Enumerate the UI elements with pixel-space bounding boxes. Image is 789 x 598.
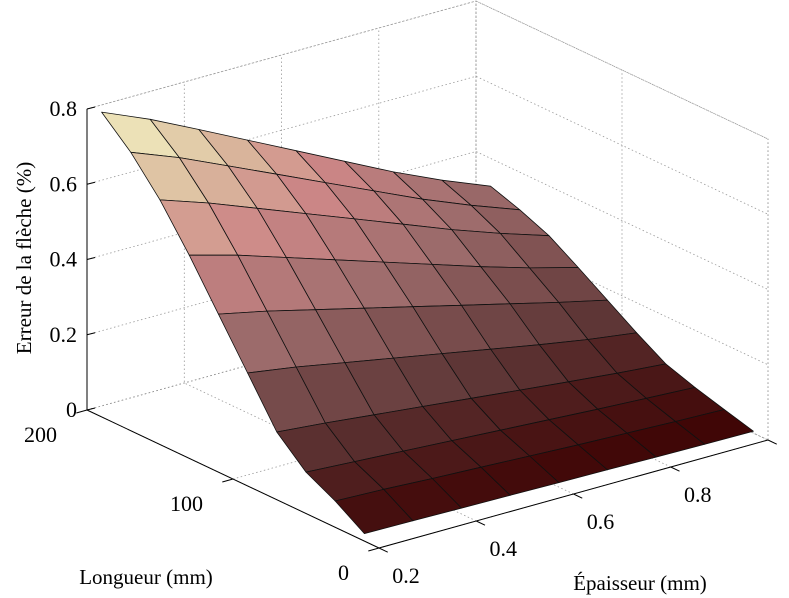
z-tick-1: [86, 332, 96, 336]
z-tick-3: [86, 181, 96, 185]
y-tick-2: [76, 409, 88, 414]
axis-layer: [76, 106, 777, 553]
z-tick-4: [86, 106, 96, 110]
x-tick-0: [378, 547, 388, 553]
y-tick-0: [368, 547, 380, 552]
surface-layer: [101, 111, 754, 534]
x-axis-label: Épaisseur (mm): [573, 571, 707, 595]
surface-patch-0-7: [675, 409, 754, 445]
z-tick-0: [86, 407, 96, 411]
z-tick-label-2: 0.4: [50, 247, 78, 272]
y-tick-1: [222, 478, 234, 483]
x-tick-label-2: 0.6: [587, 509, 615, 534]
x-tick-1: [476, 520, 486, 526]
x-tick-label-0: 0.2: [392, 563, 420, 588]
z-tick-label-1: 0.2: [50, 322, 78, 347]
z-axis-label: Erreur de la flèche (%): [12, 162, 36, 354]
y-gridline-2: [86, 1, 477, 411]
y-tick-label-2: 200: [24, 422, 57, 447]
y-tick-label-0: 0: [338, 560, 349, 585]
z-tick-label-4: 0.8: [50, 96, 78, 121]
x-tick-3: [670, 466, 680, 472]
z-tick-label-3: 0.6: [50, 171, 78, 196]
x-tick-label-3: 0.8: [684, 482, 712, 507]
y-tick-label-1: 100: [170, 491, 203, 516]
x-tick-4: [767, 439, 777, 445]
x-tick-2: [573, 493, 583, 499]
z-gridline-4: [86, 0, 769, 140]
z-tick-label-0: 0: [66, 397, 77, 422]
y-gridline-0: [378, 139, 769, 549]
tick-labels: 0.20.40.60.81010020000.20.40.60.8: [24, 96, 712, 588]
grid-layer: [86, 0, 769, 549]
z-tick-2: [86, 257, 96, 260]
y-gridline-1: [232, 70, 623, 480]
x-tick-label-1: 0.4: [490, 536, 518, 561]
y-axis-label: Longueur (mm): [79, 565, 213, 589]
